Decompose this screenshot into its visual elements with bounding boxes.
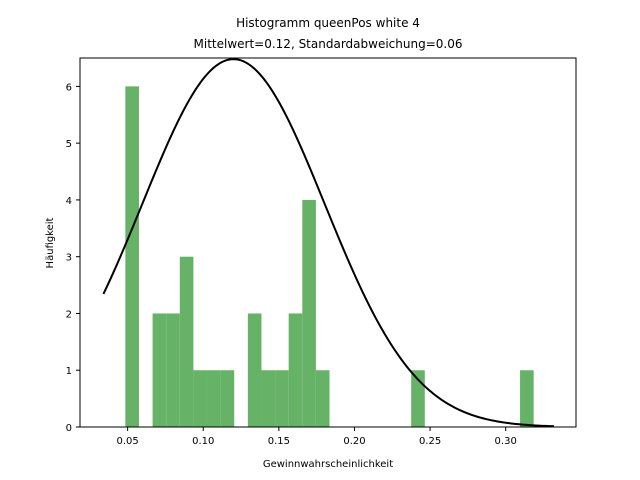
histogram-bar <box>247 313 262 427</box>
histogram-bar <box>207 370 221 427</box>
chart-title-line1: Histogramm queenPos white 4 <box>236 16 420 30</box>
y-tick-label: 0 <box>66 423 72 434</box>
y-tick-label: 3 <box>66 253 72 264</box>
plot-frame <box>79 57 577 428</box>
histogram-bar <box>288 313 303 427</box>
histogram-bar <box>152 313 167 427</box>
y-tick-label: 5 <box>66 139 72 150</box>
histogram-bar <box>261 370 276 427</box>
histogram-bar <box>275 370 289 427</box>
y-tick-label: 1 <box>66 366 72 377</box>
y-axis-label: Häufigkeit <box>45 217 56 268</box>
histogram-bar <box>193 370 208 427</box>
histogram-bar <box>520 370 534 427</box>
normal-curve-layer <box>102 58 555 428</box>
x-tick-label: 0.20 <box>343 436 365 447</box>
histogram-bar <box>179 256 194 427</box>
normal-distribution-curve <box>102 58 555 428</box>
y-axis-ticks: 0 1 2 3 4 5 6 <box>66 82 80 434</box>
histogram-bar <box>411 370 425 427</box>
histogram-bar <box>315 370 330 427</box>
x-tick-label: 0.30 <box>495 436 517 447</box>
chart-title-line2: Mittelwert=0.12, Standardabweichung=0.06 <box>194 37 463 51</box>
y-tick-label: 2 <box>66 309 72 320</box>
y-tick-label: 6 <box>66 82 72 93</box>
x-tick-label: 0.05 <box>117 436 139 447</box>
histogram-bar <box>220 370 235 427</box>
histogram-bars <box>125 86 534 427</box>
histogram-bar <box>125 86 139 427</box>
x-axis-ticks: 0.05 0.10 0.15 0.20 0.25 0.30 <box>117 427 517 447</box>
histogram-bar <box>166 313 180 427</box>
histogram-bar <box>302 199 316 427</box>
x-tick-label: 0.10 <box>192 436 214 447</box>
y-tick-label: 4 <box>66 196 72 207</box>
x-axis-label: Gewinnwahrscheinlichkeit <box>263 459 393 470</box>
x-tick-label: 0.25 <box>419 436 441 447</box>
x-tick-label: 0.15 <box>268 436 290 447</box>
